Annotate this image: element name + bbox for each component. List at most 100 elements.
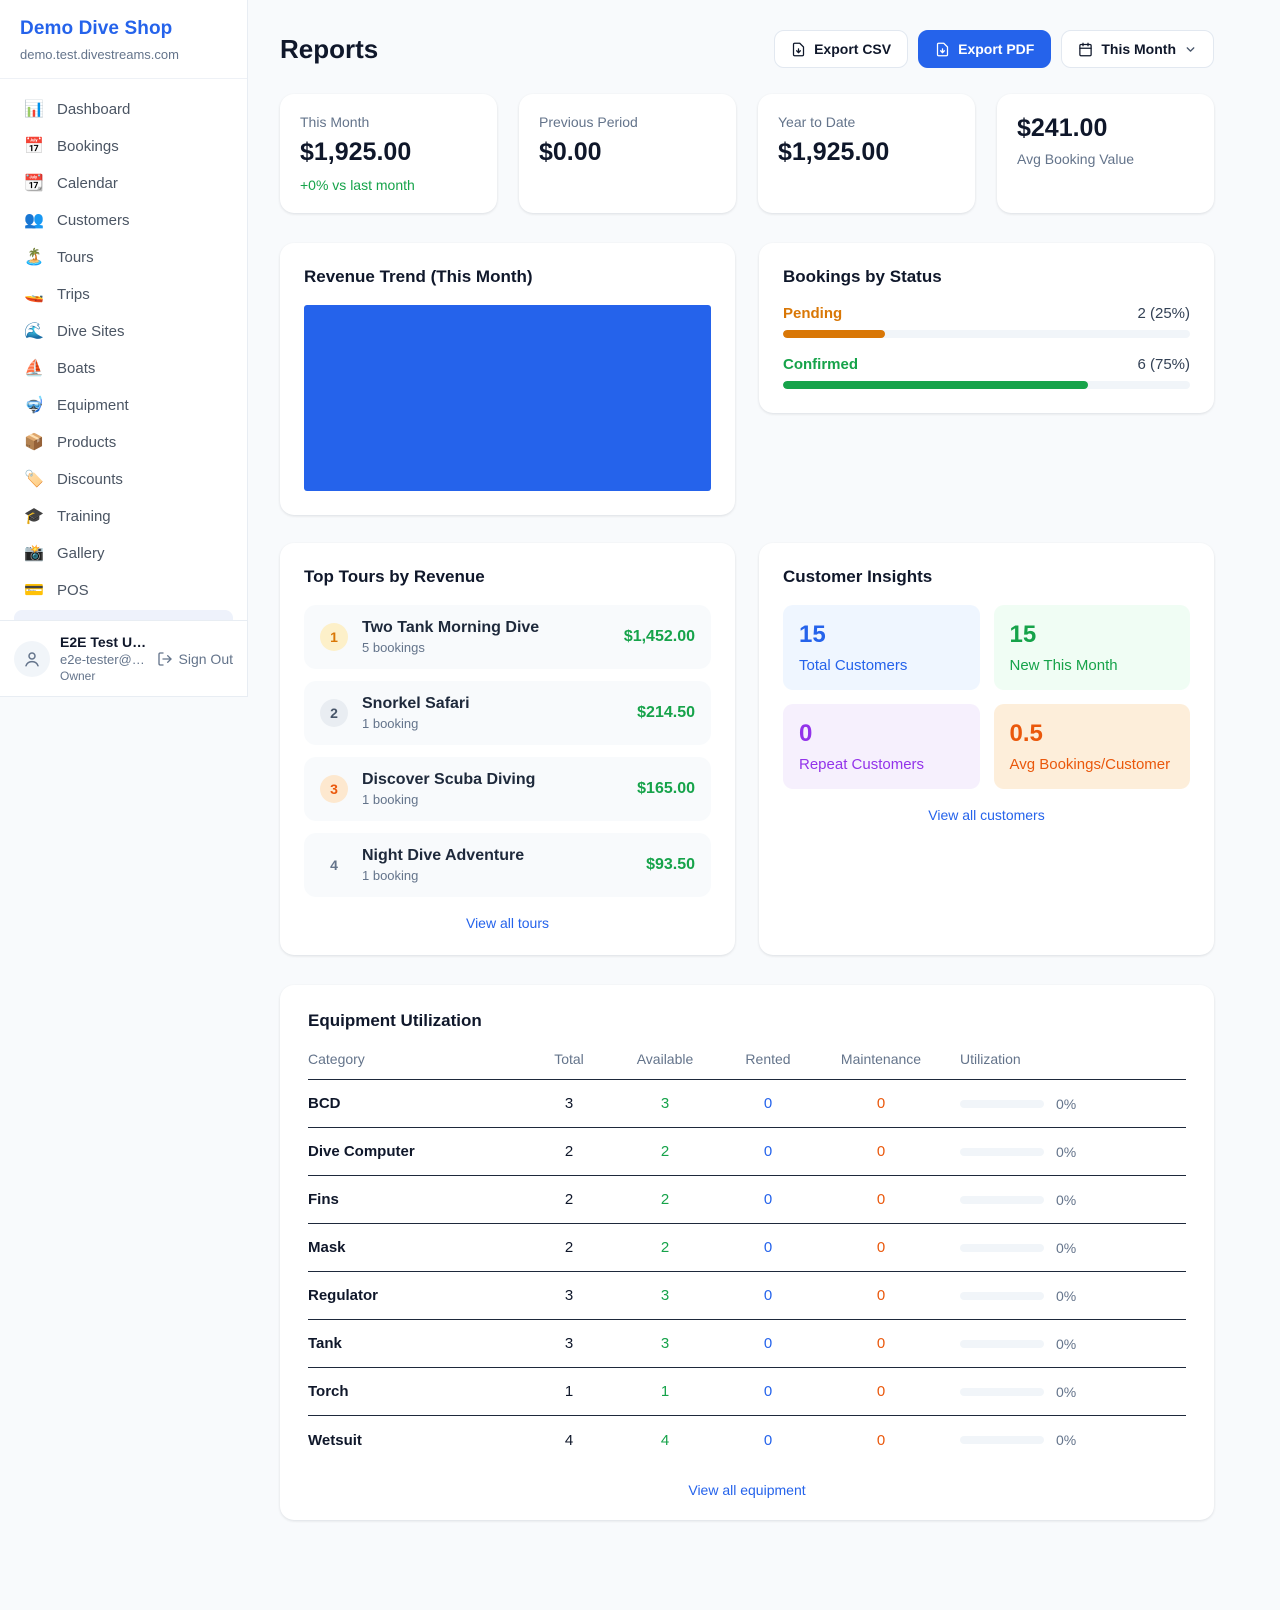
- stat-value: $241.00: [1017, 114, 1108, 142]
- sign-out-icon: [157, 651, 172, 666]
- cell-rented: 0: [763, 1143, 773, 1160]
- tour-revenue: $93.50: [646, 856, 695, 873]
- utilization-bar: [960, 1147, 1044, 1156]
- tour-bookings: 1 booking: [362, 716, 419, 731]
- period-selector[interactable]: This Month: [1061, 30, 1214, 68]
- cell-available: 3: [660, 1095, 670, 1112]
- sidebar-item-label: Equipment: [57, 397, 129, 414]
- utilization-bar: [960, 1243, 1044, 1252]
- chevron-down-icon: [1186, 46, 1195, 52]
- cell-available: 4: [660, 1431, 670, 1449]
- stat-delta: +0% vs last month: [300, 177, 415, 193]
- sidebar-item-label: Dashboard: [57, 101, 131, 118]
- avatar: [14, 640, 50, 677]
- export-pdf-button[interactable]: Export PDF: [918, 30, 1052, 68]
- island-icon: 🏝️: [24, 248, 44, 266]
- utilization-bar: [960, 1291, 1044, 1300]
- cell-maintenance: 0: [876, 1095, 886, 1112]
- stat-label: Previous Period: [539, 114, 638, 130]
- export-csv-button[interactable]: Export CSV: [774, 30, 909, 68]
- cell-rented: 0: [763, 1095, 773, 1112]
- tile-repeat-customers: 0 Repeat Customers: [783, 704, 980, 789]
- sidebar-item-products[interactable]: 📦 Products: [10, 424, 237, 461]
- customers-icon: 👥: [24, 211, 44, 229]
- view-all-customers-link[interactable]: View all customers: [928, 807, 1045, 823]
- sidebar-item-calendar[interactable]: 📆 Calendar: [10, 165, 237, 202]
- sign-out-label: Sign Out: [178, 650, 233, 667]
- calendar-icon: [1079, 42, 1093, 56]
- cell-rented: 0: [763, 1335, 773, 1352]
- sidebar-item-training[interactable]: 🎓 Training: [10, 498, 237, 535]
- calendar-icon: 📆: [24, 174, 44, 192]
- cell-total: 3: [564, 1335, 574, 1352]
- view-all-tours-link[interactable]: View all tours: [465, 915, 549, 931]
- utilization-bar: [960, 1387, 1044, 1396]
- sidebar-item-label: Discounts: [57, 471, 123, 488]
- diving-mask-icon: 🤿: [24, 396, 44, 414]
- sidebar-item-trips[interactable]: 🚤 Trips: [10, 276, 237, 313]
- cell-total: 4: [564, 1431, 574, 1449]
- brand-name[interactable]: Demo Dive Shop: [20, 18, 173, 39]
- cell-total: 2: [564, 1239, 574, 1256]
- tile-label: Avg Bookings/Customer: [1009, 756, 1171, 773]
- tour-row[interactable]: 4 Night Dive Adventure 1 booking $93.50: [304, 833, 711, 897]
- wave-icon: 🌊: [24, 322, 44, 340]
- cell-total: 2: [564, 1191, 574, 1208]
- utilization-bar: [960, 1099, 1044, 1108]
- tour-row[interactable]: 1 Two Tank Morning Dive 5 bookings $1,45…: [304, 605, 711, 669]
- sidebar-item-boats[interactable]: ⛵ Boats: [10, 350, 237, 387]
- sidebar-item-gallery[interactable]: 📸 Gallery: [10, 535, 237, 572]
- page-title: Reports: [280, 33, 379, 64]
- sidebar-item-reports-partial-highlight[interactable]: [14, 610, 233, 620]
- user-meta: E2E Test U… e2e-tester@… Owner: [60, 634, 147, 683]
- brand-block: Demo Dive Shop demo.test.divestreams.com: [0, 0, 247, 79]
- equipment-utilization-card: Equipment Utilization Category Total Ava…: [280, 985, 1214, 1520]
- cell-utilization: 0%: [1056, 1239, 1077, 1256]
- cell-rented: 0: [763, 1431, 773, 1449]
- sidebar-item-label: Customers: [57, 212, 130, 229]
- revenue-trend-bar: [304, 305, 711, 491]
- cell-category: Fins: [308, 1191, 339, 1208]
- user-icon: [25, 651, 39, 666]
- sidebar-item-tours[interactable]: 🏝️ Tours: [10, 239, 237, 276]
- sidebar-item-label: Gallery: [57, 545, 105, 562]
- user-email: e2e-tester@…: [60, 652, 145, 667]
- stat-value: $0.00: [539, 138, 602, 166]
- sidebar-item-discounts[interactable]: 🏷️ Discounts: [10, 461, 237, 498]
- tile-total-customers: 15 Total Customers: [783, 605, 980, 690]
- progress-fill-confirmed: [783, 381, 1089, 389]
- col-category: Category: [308, 1051, 365, 1067]
- tour-revenue: $214.50: [637, 704, 695, 721]
- main-content: Reports Export CSV Export PDF This Month: [248, 0, 1280, 1560]
- sidebar-item-equipment[interactable]: 🤿 Equipment: [10, 387, 237, 424]
- sidebar-nav: 📊 Dashboard 📅 Bookings 📆 Calendar 👥 Cust…: [0, 79, 247, 620]
- sidebar: Demo Dive Shop demo.test.divestreams.com…: [0, 0, 248, 697]
- sidebar-item-dive-sites[interactable]: 🌊 Dive Sites: [10, 313, 237, 350]
- insights-row: Top Tours by Revenue 1 Two Tank Morning …: [280, 543, 1214, 955]
- tour-name: Discover Scuba Diving: [362, 771, 536, 788]
- cell-rented: 0: [763, 1239, 773, 1256]
- cell-utilization: 0%: [1056, 1095, 1077, 1112]
- sidebar-item-pos[interactable]: 💳 POS: [10, 572, 237, 609]
- status-count: 6 (75%): [1137, 356, 1190, 373]
- tag-icon: 🏷️: [24, 470, 44, 488]
- cell-maintenance: 0: [876, 1383, 886, 1400]
- sidebar-item-bookings[interactable]: 📅 Bookings: [10, 128, 237, 165]
- cell-maintenance: 0: [876, 1287, 886, 1304]
- cell-total: 3: [564, 1287, 574, 1304]
- table-row: Tank 3 3 0 0 0%: [308, 1320, 1186, 1368]
- bookings-by-status-card: Bookings by Status Pending 2 (25%) Confi…: [759, 243, 1214, 413]
- tour-row[interactable]: 2 Snorkel Safari 1 booking $214.50: [304, 681, 711, 745]
- sidebar-item-label: Tours: [57, 249, 94, 266]
- stat-card-year-to-date: Year to Date $1,925.00: [758, 94, 975, 213]
- sidebar-item-dashboard[interactable]: 📊 Dashboard: [10, 91, 237, 128]
- tile-value: 15: [799, 621, 826, 648]
- tour-row[interactable]: 3 Discover Scuba Diving 1 booking $165.0…: [304, 757, 711, 821]
- view-all-equipment-link[interactable]: View all equipment: [688, 1482, 806, 1498]
- stat-card-this-month: This Month $1,925.00 +0% vs last month: [280, 94, 497, 213]
- cell-utilization: 0%: [1056, 1287, 1077, 1304]
- cell-utilization: 0%: [1056, 1383, 1077, 1400]
- table-row: Wetsuit 4 4 0 0 0%: [308, 1416, 1186, 1464]
- sidebar-item-customers[interactable]: 👥 Customers: [10, 202, 237, 239]
- sign-out-button[interactable]: Sign Out: [157, 651, 233, 667]
